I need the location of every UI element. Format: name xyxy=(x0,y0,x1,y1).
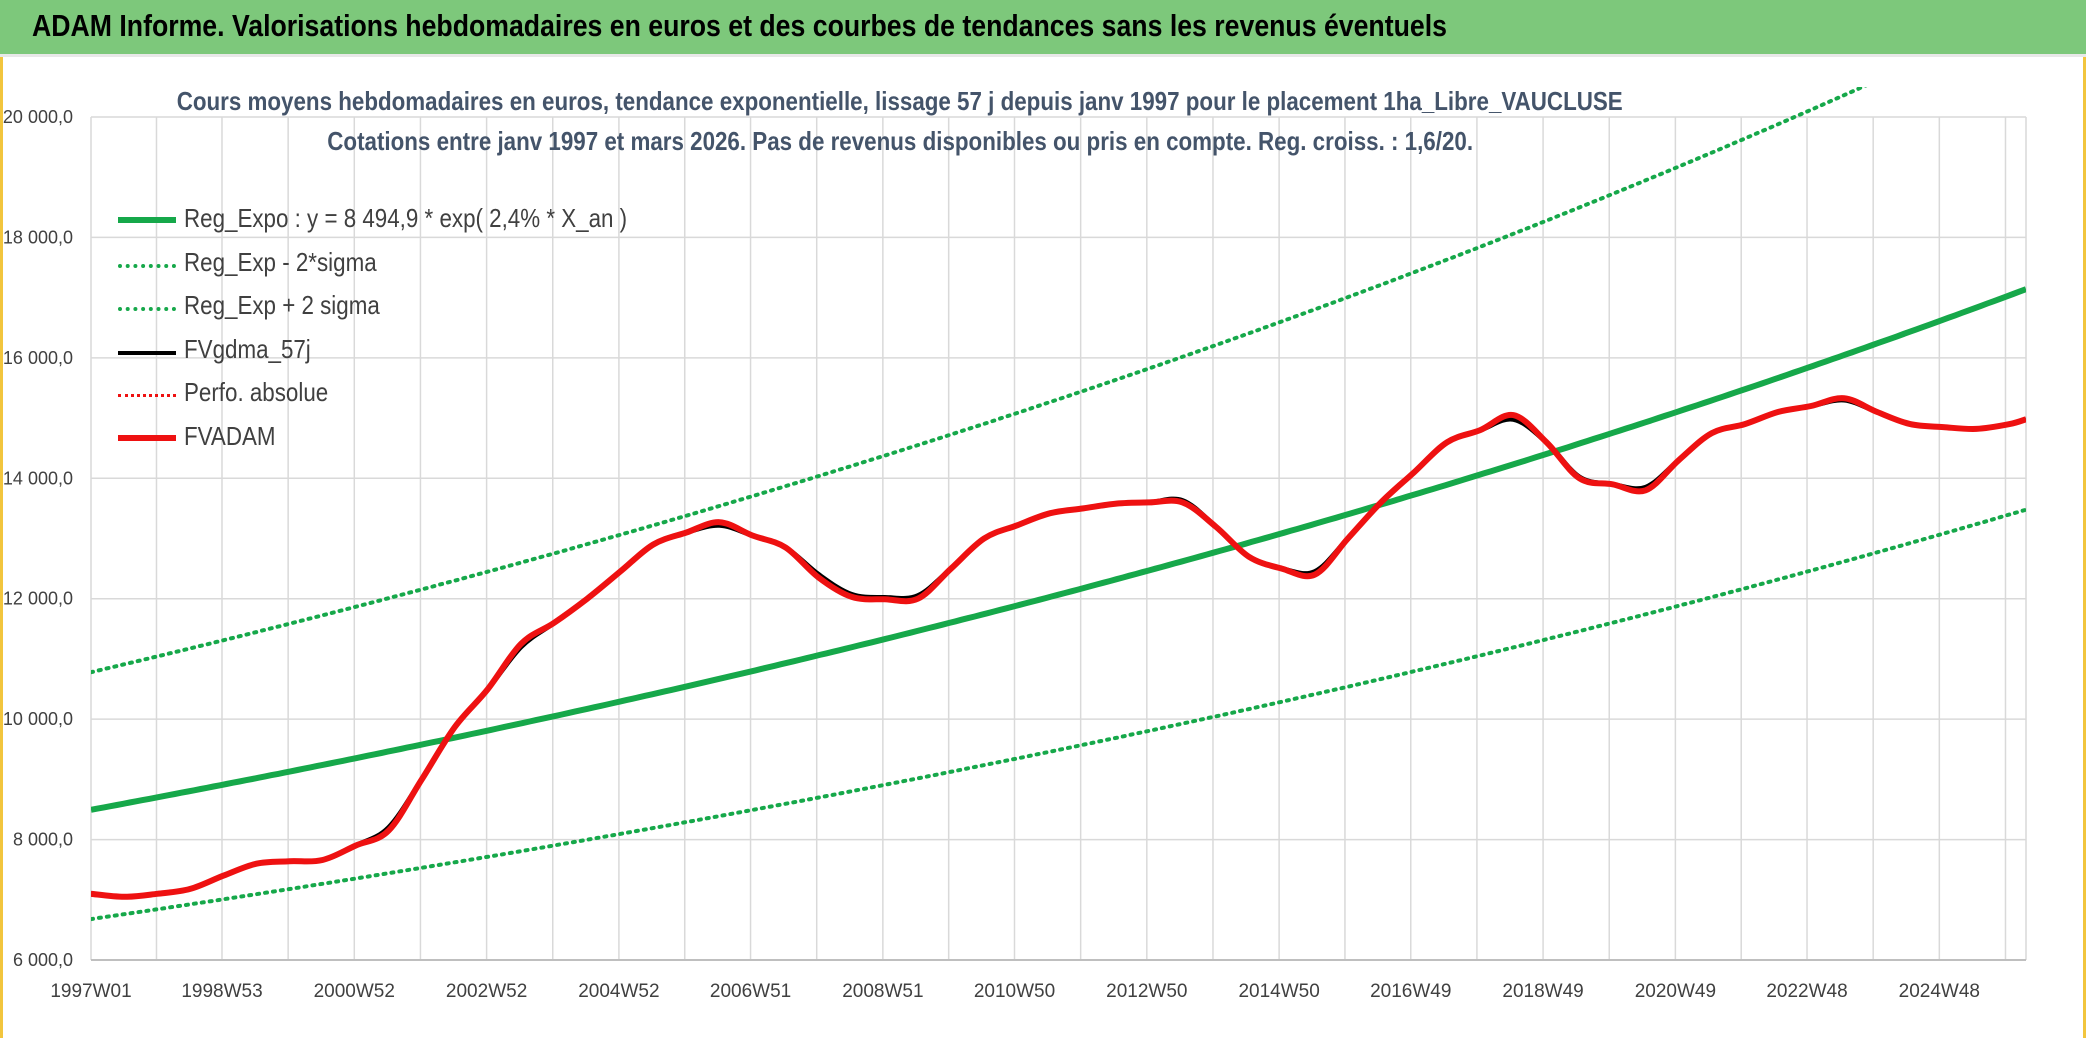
y-axis-tick-labels: 6 000,0 8 000,0 10 000,0 12 000,0 14 000,0 16… xyxy=(3,107,73,970)
x-tick-label: 2024W48 xyxy=(1899,981,1980,1002)
y-tick-label: 12 000,0 xyxy=(3,589,73,609)
x-tick-label: 2014W50 xyxy=(1238,981,1319,1002)
x-tick-label: 2020W49 xyxy=(1635,981,1716,1002)
series-reg-exp-minus-2sigma xyxy=(91,507,2026,922)
y-tick-label: 20 000,0 xyxy=(3,107,73,127)
legend-swatch-reg-exp-minus xyxy=(118,263,176,268)
x-tick-label: 1998W53 xyxy=(181,981,262,1002)
x-tick-label: 2012W50 xyxy=(1106,981,1187,1002)
y-tick-label: 16 000,0 xyxy=(3,348,73,368)
legend-label-reg-expo: Reg_Expo : y = 8 494,9 * exp( 2,4% * X_a… xyxy=(184,203,628,233)
x-axis-tick-labels: 1997W01 1998W53 2000W52 2002W52 2004W52 2006W… xyxy=(50,981,1980,1002)
page-title: ADAM Informe. Valorisations hebdomadaire… xyxy=(32,8,1447,43)
x-tick-label: 2002W52 xyxy=(446,981,527,1002)
legend-label-reg-exp-minus: Reg_Exp - 2*sigma xyxy=(184,246,377,277)
legend-swatch-fvadam xyxy=(118,434,176,441)
chart-title-line1: Cours moyens hebdomadaires en euros, ten… xyxy=(176,86,1624,116)
series-lines xyxy=(91,87,2026,922)
legend-swatch-reg-exp-plus xyxy=(118,307,176,311)
legend-swatch-reg-expo xyxy=(118,217,176,223)
series-fvadam xyxy=(91,395,2026,900)
y-tick-label: 6 000,0 xyxy=(13,950,73,970)
x-tick-label: 2000W52 xyxy=(314,981,395,1002)
legend-label-perfo-absolue: Perfo. absolue xyxy=(184,377,329,407)
x-tick-label: 2010W50 xyxy=(974,981,1055,1002)
header-bar: ADAM Informe. Valorisations hebdomadaire… xyxy=(0,0,2086,57)
y-tick-label: 10 000,0 xyxy=(3,709,73,729)
x-tick-label: 2004W52 xyxy=(578,981,659,1002)
series-fvgdma-57j xyxy=(91,397,2026,900)
x-tick-label: 2008W51 xyxy=(842,981,923,1002)
chart-plot: 6 000,0 8 000,0 10 000,0 12 000,0 14 000,0 16… xyxy=(3,87,2027,1002)
series-perfo-absolue xyxy=(91,396,2026,899)
x-tick-label: 1997W01 xyxy=(50,981,131,1002)
legend-label-fvgdma: FVgdma_57j xyxy=(184,333,311,364)
y-tick-label: 8 000,0 xyxy=(13,830,73,850)
series-reg-exp-plus-2sigma xyxy=(91,87,1868,675)
legend-swatch-fvgdma xyxy=(118,350,176,355)
x-tick-label: 2022W48 xyxy=(1766,981,1847,1002)
x-tick-label: 2016W49 xyxy=(1370,981,1451,1002)
x-tick-label: 2006W51 xyxy=(710,981,791,1002)
grid-lines xyxy=(90,116,2027,961)
legend-swatch-perfo-absolue xyxy=(118,394,176,397)
legend-label-reg-exp-plus: Reg_Exp + 2 sigma xyxy=(184,290,380,320)
y-tick-label: 18 000,0 xyxy=(3,227,73,247)
legend-label-fvadam: FVADAM xyxy=(184,420,276,451)
x-tick-label: 2018W49 xyxy=(1502,981,1583,1002)
chart-title-line2: Cotations entre janv 1997 et mars 2026. … xyxy=(327,126,1473,156)
y-tick-label: 14 000,0 xyxy=(3,468,73,488)
series-reg-expo xyxy=(91,286,2026,813)
